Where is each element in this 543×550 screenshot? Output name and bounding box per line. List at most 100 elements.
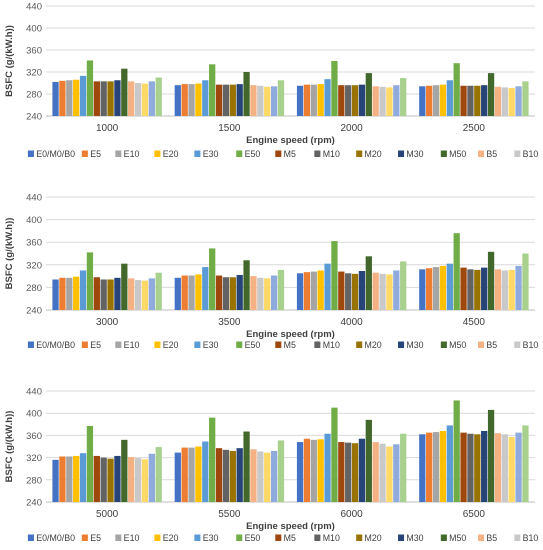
bar-e30-3500 (202, 267, 209, 310)
bar-m30-3000 (114, 277, 121, 310)
bar-e50-3000 (86, 252, 94, 310)
bar-b5-1500 (250, 85, 257, 116)
bar-m50-3000 (121, 263, 128, 310)
bar-e50-6500 (453, 400, 460, 502)
bar-m10-2500 (467, 85, 474, 116)
bar-m30-6500 (481, 430, 488, 502)
legend-swatch (314, 341, 321, 348)
legend-label: E0/M0/B0 (36, 149, 75, 159)
x-category-label: 5500 (218, 509, 241, 520)
bar-m5-3000 (93, 277, 100, 310)
bar-m50-2500 (487, 73, 495, 116)
bar-b5-2000 (372, 86, 379, 116)
bar-b50-3000 (155, 272, 162, 310)
bar-e30-4000 (324, 263, 331, 310)
legend-label: M5 (284, 149, 296, 159)
bar-b20-4500 (508, 269, 515, 310)
legend-label: M20 (365, 340, 382, 350)
bar-e0-m0-b0-6000 (296, 442, 304, 502)
bar-b50-5000 (155, 447, 162, 502)
bar-e5-6500 (426, 432, 433, 502)
y-tick-label: 320 (26, 68, 42, 79)
x-category-label: 5000 (96, 509, 119, 520)
bar-m10-3000 (100, 279, 107, 310)
legend-swatch (27, 150, 34, 157)
bar-b20-2000 (386, 87, 393, 116)
bar-b5-4000 (372, 272, 379, 310)
chart-panel-1: 240 280 320 360 400 440 1000 1500 2000 2500 Engine… (4, 2, 538, 160)
legend-label: E30 (203, 533, 219, 543)
legend-swatch (81, 341, 88, 348)
legend: E0/M0/B0 E5 E10 E20 E30 E50 M5 M10 M20 M30 M50 B5 B1… (27, 340, 538, 350)
bar-b30-5500 (270, 450, 278, 502)
bar-m20-2000 (351, 85, 359, 116)
y-tick-label: 400 (26, 24, 42, 35)
y-tick-label: 360 (26, 238, 42, 249)
chart-panel-2: 240 280 320 360 400 440 3000 3500 4000 4500 Engine… (4, 193, 538, 351)
bar-e20-4000 (317, 270, 324, 310)
bar-e10-2000 (310, 84, 317, 116)
legend-swatch (440, 534, 447, 541)
bar-e10-4000 (310, 271, 317, 310)
chart-panel-3: 240 280 320 360 400 440 5000 5500 6000 6500 Engine… (4, 387, 538, 544)
legend-label: M50 (449, 149, 466, 159)
bar-e10-4500 (432, 267, 440, 310)
bar-b5-4500 (494, 269, 502, 310)
legend-swatch (398, 150, 405, 157)
bar-m5-2000 (338, 85, 345, 116)
bar-e10-3000 (66, 277, 73, 310)
bar-m50-4000 (365, 256, 372, 310)
bar-b20-4000 (386, 274, 393, 310)
bar-m50-4500 (487, 251, 495, 310)
bar-b50-2500 (522, 81, 529, 116)
bar-e50-2500 (453, 63, 460, 116)
bar-m30-4000 (358, 271, 366, 310)
bar-m10-4500 (467, 269, 474, 310)
legend-label: M30 (406, 533, 423, 543)
legend-swatch (356, 341, 363, 348)
bar-e0-m0-b0-4500 (419, 269, 426, 310)
legend-swatch (236, 341, 243, 348)
legend-swatch (314, 150, 321, 157)
bar-m5-4500 (460, 267, 467, 310)
legend-swatch (356, 150, 363, 157)
legend-swatch (194, 341, 201, 348)
legend-swatch (27, 534, 34, 541)
bar-e0-m0-b0-3000 (52, 279, 59, 310)
y-tick-label: 280 (26, 90, 42, 101)
legend-swatch (398, 534, 405, 541)
bar-e30-6500 (446, 425, 453, 502)
bar-e10-1500 (188, 84, 195, 116)
bar-b10-1500 (257, 85, 264, 116)
y-tick-label: 320 (26, 260, 42, 271)
bar-m10-3500 (222, 277, 230, 310)
legend-label: E20 (163, 533, 179, 543)
bar-e0-m0-b0-1000 (52, 81, 59, 116)
bar-e0-m0-b0-6500 (419, 434, 426, 502)
y-tick-label: 240 (26, 112, 42, 123)
x-category-label: 2000 (341, 123, 364, 134)
legend-label: M30 (406, 149, 423, 159)
bar-e5-1500 (181, 84, 188, 116)
bar-b50-2000 (400, 78, 407, 116)
y-tick-label: 360 (26, 431, 42, 442)
bar-b20-5500 (264, 452, 271, 502)
legend-label: E5 (90, 149, 101, 159)
bar-b10-3500 (257, 277, 264, 310)
bar-m20-6500 (474, 434, 481, 502)
x-category-label: 6000 (341, 509, 364, 520)
legend-swatch (236, 534, 243, 541)
bar-e20-3000 (73, 276, 80, 310)
legend-label: E10 (124, 340, 140, 350)
legend-label: M50 (449, 533, 466, 543)
legend-swatch (27, 341, 34, 348)
y-tick-label: 280 (26, 475, 42, 486)
bar-e30-4500 (446, 263, 453, 310)
bar-b10-4000 (379, 273, 386, 310)
bar-b10-5500 (257, 451, 264, 502)
legend-label: E10 (124, 533, 140, 543)
bar-m50-3500 (243, 260, 250, 310)
bar-b20-1500 (264, 86, 271, 116)
bar-m20-1500 (229, 84, 236, 116)
